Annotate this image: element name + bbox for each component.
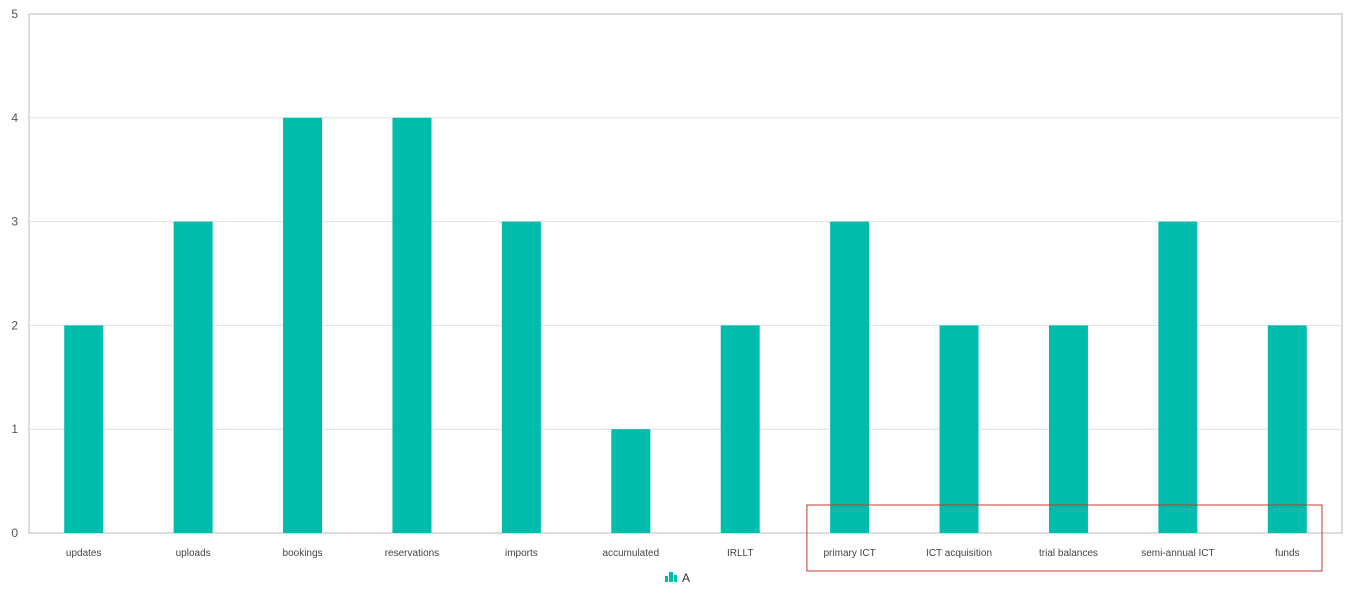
x-tick-label: ICT acquisition	[926, 548, 992, 559]
x-tick-label: accumulated	[602, 548, 659, 559]
x-tick-label: bookings	[283, 548, 323, 559]
x-tick-label: IRLLT	[727, 548, 754, 559]
bar[interactable]	[173, 221, 213, 533]
x-tick-label: primary ICT	[824, 548, 876, 559]
x-tick-label: trial balances	[1039, 548, 1098, 559]
bar[interactable]	[1048, 325, 1088, 533]
y-tick-label: 4	[11, 111, 18, 125]
x-axis-labels: updates uploads bookings reservations import…	[66, 548, 1300, 559]
y-tick-label: 2	[11, 318, 18, 332]
bar-chart-icon	[665, 572, 677, 582]
x-tick-label: uploads	[176, 548, 211, 559]
x-tick-label: semi-annual ICT	[1141, 548, 1214, 559]
y-tick-label: 1	[11, 422, 18, 436]
bars	[64, 117, 1307, 534]
plot-frame	[28, 13, 1343, 534]
y-tick-label: 3	[11, 215, 18, 229]
bar[interactable]	[283, 117, 323, 534]
bar[interactable]	[392, 117, 432, 534]
bar[interactable]	[830, 221, 870, 533]
bar[interactable]	[611, 429, 651, 533]
legend-label: A	[682, 571, 690, 585]
bar[interactable]	[501, 221, 541, 533]
x-tick-label: imports	[505, 548, 538, 559]
bar[interactable]	[64, 325, 104, 533]
bar[interactable]	[1158, 221, 1198, 533]
y-tick-label: 5	[11, 7, 18, 21]
bar[interactable]	[939, 325, 979, 533]
x-tick-label: funds	[1275, 548, 1299, 559]
y-axis-ticks: 0 1 2 3 4 5	[11, 7, 18, 540]
bar[interactable]	[720, 325, 760, 533]
x-tick-label: updates	[66, 548, 102, 559]
highlight-box	[806, 504, 1323, 572]
highlight-rectangle	[806, 504, 1323, 572]
x-tick-label: reservations	[385, 548, 439, 559]
gridlines	[28, 13, 1343, 534]
y-tick-label: 0	[11, 526, 18, 540]
bar[interactable]	[1267, 325, 1307, 533]
legend[interactable]: A	[665, 571, 690, 585]
